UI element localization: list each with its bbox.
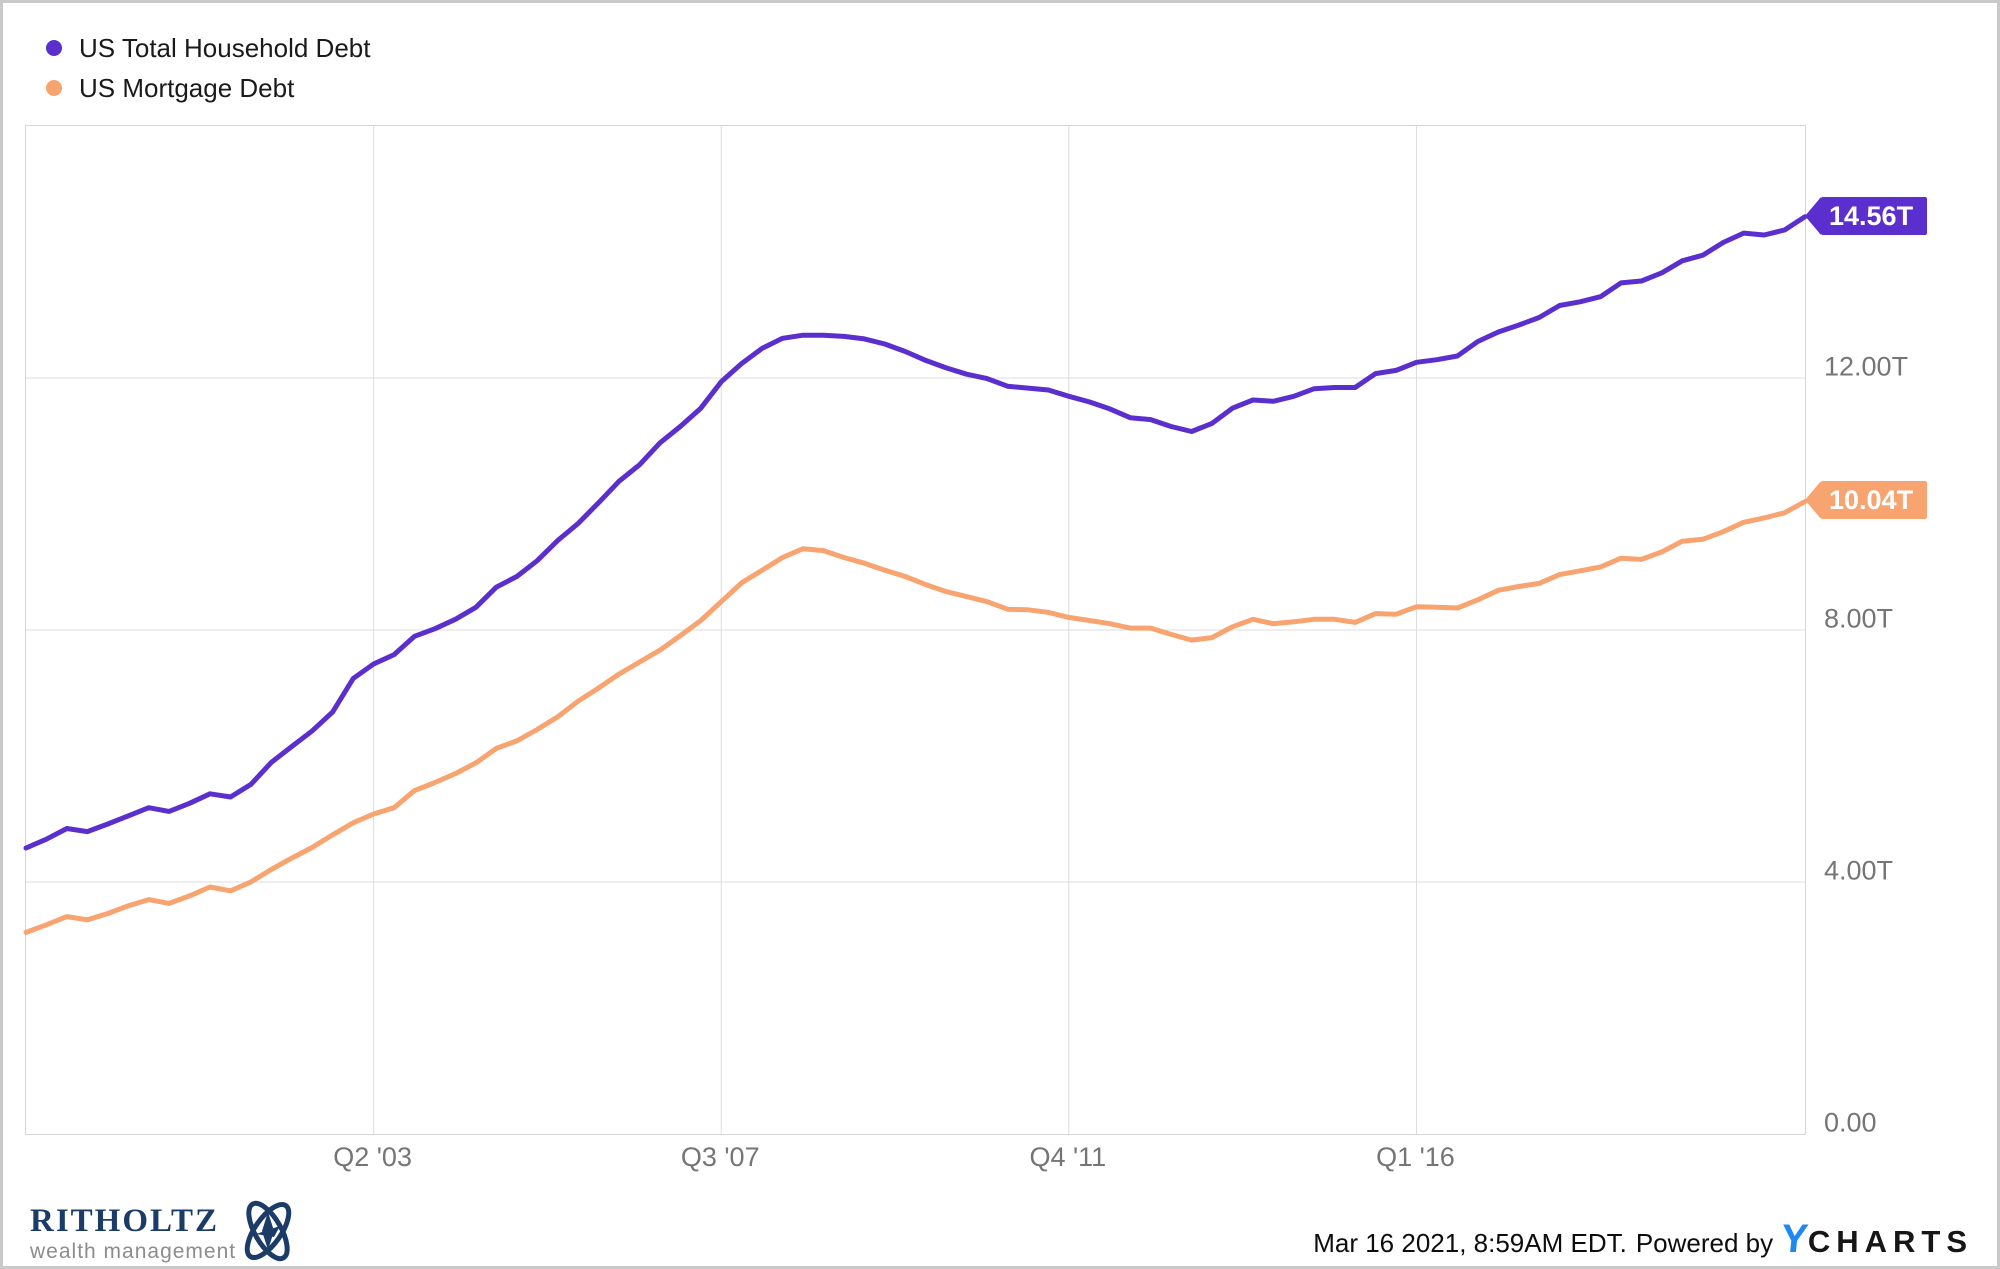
y-tick-label: 12.00T [1824, 351, 1909, 382]
ritholtz-name: RITHOLTZ [30, 1202, 220, 1239]
legend-item-total-household-debt[interactable]: US Total Household Debt [46, 28, 370, 68]
y-tick-label: 0.00 [1824, 1107, 1877, 1138]
chart-canvas[interactable] [23, 126, 1808, 1134]
ritholtz-logo: RITHOLTZ wealth management [30, 1200, 306, 1266]
timestamp: Mar 16 2021, 8:59AM EDT. [1313, 1228, 1627, 1258]
series-line-us-mortgage-debt [23, 499, 1808, 935]
x-tick-label: Q1 '16 [1376, 1142, 1455, 1172]
compass-icon [244, 1200, 292, 1262]
powered-by-label: Powered by [1635, 1228, 1774, 1258]
ritholtz-subtitle: wealth management [30, 1239, 237, 1263]
x-tick-label: Q3 '07 [680, 1142, 760, 1172]
plot-area[interactable] [23, 125, 1808, 1135]
y-tick-label: 4.00T [1824, 855, 1894, 886]
legend-label: US Mortgage Debt [79, 72, 295, 103]
value-badge-us-mortgage-debt: 10.04T [1804, 481, 1928, 520]
chart-footer: Mar 16 2021, 8:59AM EDT. Powered by Y CH… [1313, 1217, 1973, 1261]
chart-legend: US Total Household Debt US Mortgage Debt [46, 28, 370, 108]
legend-dot-icon [46, 80, 62, 96]
legend-label: US Total Household Debt [79, 32, 371, 63]
x-tick-label: Q2 '03 [333, 1142, 412, 1172]
y-tick-label: 8.00T [1824, 603, 1894, 634]
value-badge-us-total-household-debt: 14.56T [1804, 196, 1928, 235]
legend-item-mortgage-debt[interactable]: US Mortgage Debt [46, 68, 370, 108]
x-tick-label: Q4 '11 [1029, 1142, 1107, 1172]
legend-dot-icon [46, 40, 62, 56]
series-line-us-total-household-debt [23, 214, 1808, 851]
ycharts-logo: CHARTS [1807, 1224, 1973, 1259]
